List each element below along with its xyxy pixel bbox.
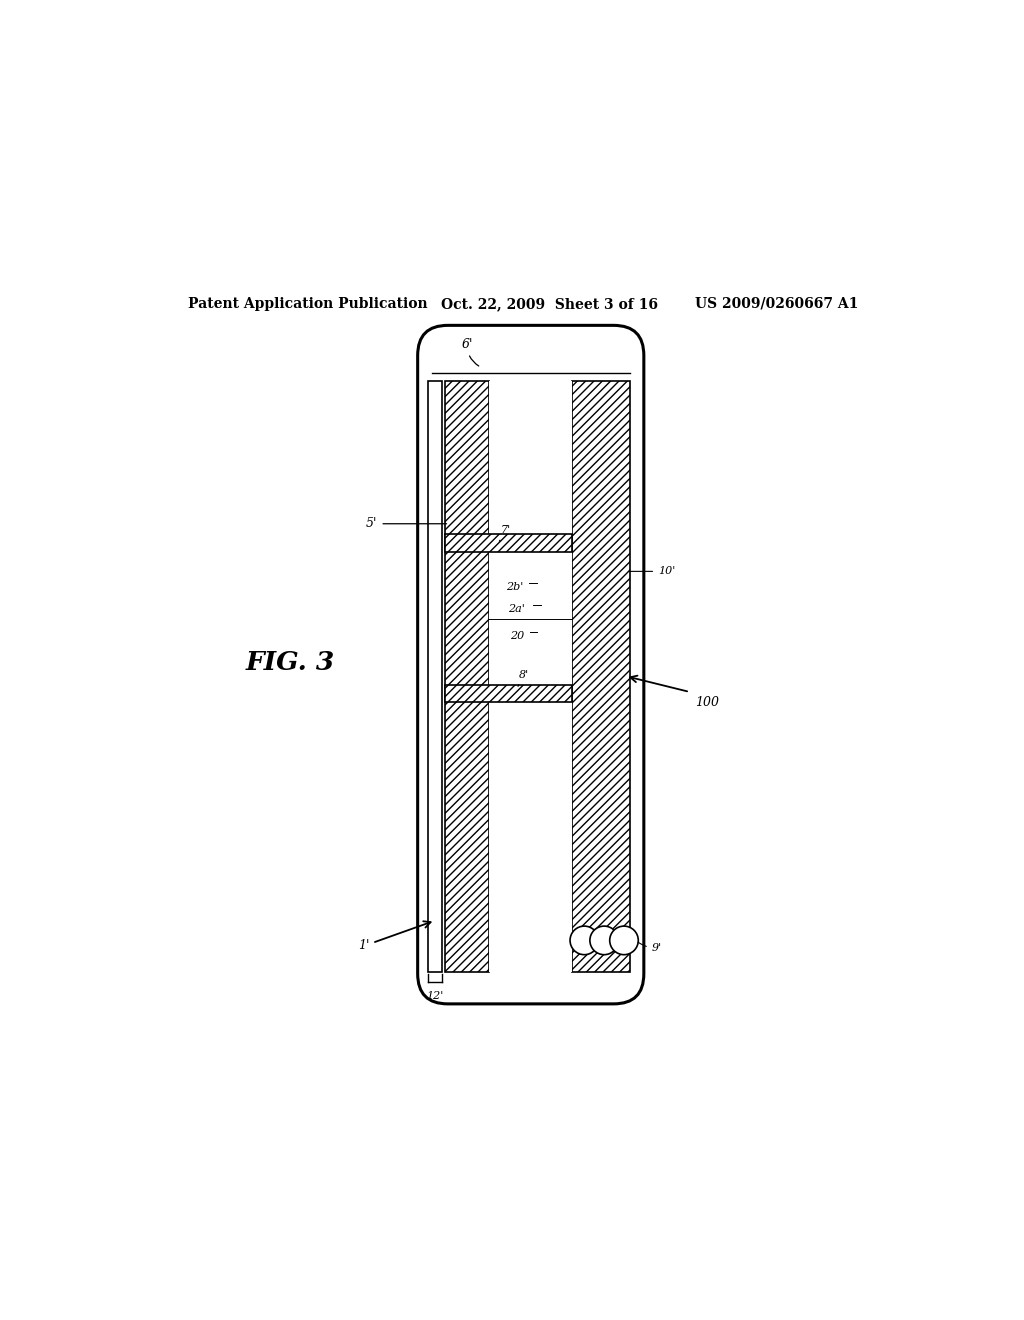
Bar bbox=[445, 535, 572, 552]
FancyBboxPatch shape bbox=[418, 325, 644, 1005]
Bar bbox=[489, 535, 572, 702]
Text: 9': 9' bbox=[638, 942, 662, 953]
Text: US 2009/0260667 A1: US 2009/0260667 A1 bbox=[695, 297, 859, 312]
Bar bbox=[445, 381, 489, 972]
Text: 7': 7' bbox=[500, 525, 511, 541]
Text: 5': 5' bbox=[367, 517, 446, 531]
Text: 6': 6' bbox=[461, 338, 479, 366]
Text: Patent Application Publication: Patent Application Publication bbox=[187, 297, 427, 312]
Text: 8': 8' bbox=[518, 669, 528, 686]
Circle shape bbox=[570, 927, 599, 954]
Circle shape bbox=[590, 927, 618, 954]
Text: 2b': 2b' bbox=[506, 582, 523, 593]
Text: 20: 20 bbox=[510, 631, 524, 642]
Bar bbox=[428, 381, 442, 972]
Text: Oct. 22, 2009  Sheet 3 of 16: Oct. 22, 2009 Sheet 3 of 16 bbox=[441, 297, 658, 312]
Text: 2a': 2a' bbox=[509, 605, 525, 615]
Bar bbox=[489, 552, 572, 972]
Text: 100: 100 bbox=[695, 696, 720, 709]
Circle shape bbox=[609, 927, 638, 954]
Bar bbox=[489, 381, 572, 685]
Text: FIG. 3: FIG. 3 bbox=[246, 651, 335, 675]
Text: 1': 1' bbox=[358, 921, 431, 953]
Text: 12': 12' bbox=[427, 991, 443, 1001]
Text: 10': 10' bbox=[629, 566, 676, 577]
Bar bbox=[445, 685, 572, 702]
Bar bbox=[572, 381, 630, 972]
